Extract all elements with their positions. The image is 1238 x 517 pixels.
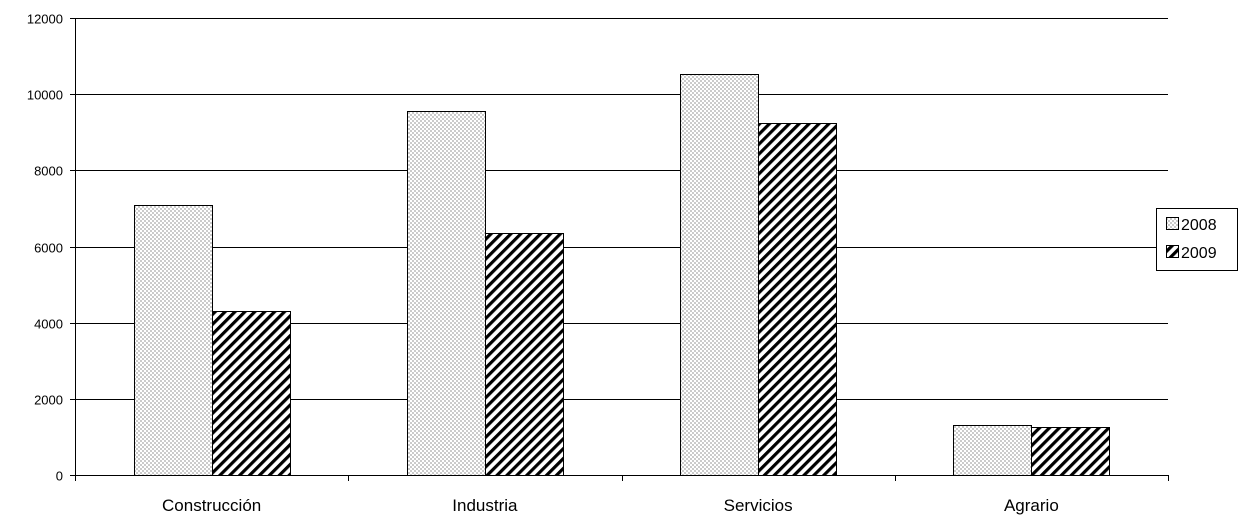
bar-2009-3 [1031,427,1110,476]
y-tick-label: 0 [56,469,63,484]
bar-2008-1 [407,111,486,476]
y-tick-label: 2000 [34,393,63,408]
y-tick-label: 8000 [34,164,63,179]
legend-swatch-2008 [1166,217,1179,230]
legend-swatch-2009 [1166,245,1179,258]
legend-label: 2008 [1181,217,1217,234]
bar-2009-1 [485,233,564,476]
x-tick-label: Industria [452,496,518,515]
bar-2008-0 [134,205,213,476]
y-tick-label: 12000 [27,12,63,27]
legend-label: 2009 [1181,245,1217,262]
y-tick-label: 6000 [34,241,63,256]
y-tick-label: 10000 [27,88,63,103]
axis-labels: 0 2000 4000 6000 8000 10000 12000 Construcción I… [27,12,1059,516]
x-tick-label: Construcción [162,496,261,515]
y-tick-label: 4000 [34,317,63,332]
x-tick-label: Servicios [724,496,793,515]
bar-2009-0 [212,311,291,476]
legend: 2008 2009 [1156,208,1238,271]
bar-2008-3 [953,425,1032,476]
bars [134,74,1110,476]
x-tick-label: Agrario [1004,496,1059,515]
bar-2008-2 [680,74,759,476]
bar-2009-2 [758,123,837,476]
